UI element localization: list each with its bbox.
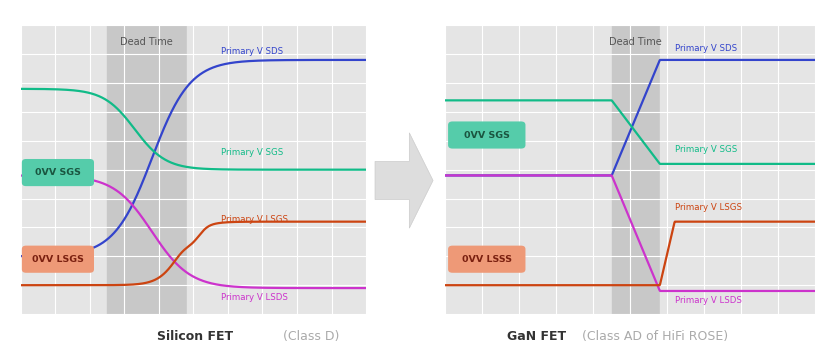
Bar [186,25,366,314]
Text: (Class D): (Class D) [279,330,339,343]
Text: Primary V LSGS: Primary V LSGS [221,215,288,224]
Bar [612,25,660,314]
Text: GaN FET: GaN FET [507,330,567,343]
Text: 0VV SGS: 0VV SGS [463,131,510,139]
Text: Dead Time: Dead Time [609,37,662,47]
FancyBboxPatch shape [448,245,526,273]
Text: Primary V LSDS: Primary V LSDS [221,293,288,302]
Text: 0VV LSSS: 0VV LSSS [462,255,512,264]
Bar [21,25,107,314]
Bar [107,25,186,314]
Bar [660,25,815,314]
Text: 0VV SGS: 0VV SGS [35,168,81,177]
Text: Primary V SDS: Primary V SDS [221,47,283,56]
Bar [445,25,612,314]
FancyBboxPatch shape [22,159,94,186]
Text: 0VV LSGS: 0VV LSGS [32,255,84,264]
Text: (Class AD of HiFi ROSE): (Class AD of HiFi ROSE) [578,330,728,343]
FancyBboxPatch shape [448,121,526,149]
Text: Primary V LSDS: Primary V LSDS [675,296,741,305]
Text: Primary V SGS: Primary V SGS [221,148,284,157]
Text: Primary V LSGS: Primary V LSGS [675,203,741,212]
Text: Silicon FET: Silicon FET [157,330,234,343]
Text: Primary V SDS: Primary V SDS [675,44,737,53]
Text: Dead Time: Dead Time [121,37,173,47]
Text: Primary V SGS: Primary V SGS [675,145,737,155]
Polygon shape [375,133,433,228]
FancyBboxPatch shape [22,245,94,273]
